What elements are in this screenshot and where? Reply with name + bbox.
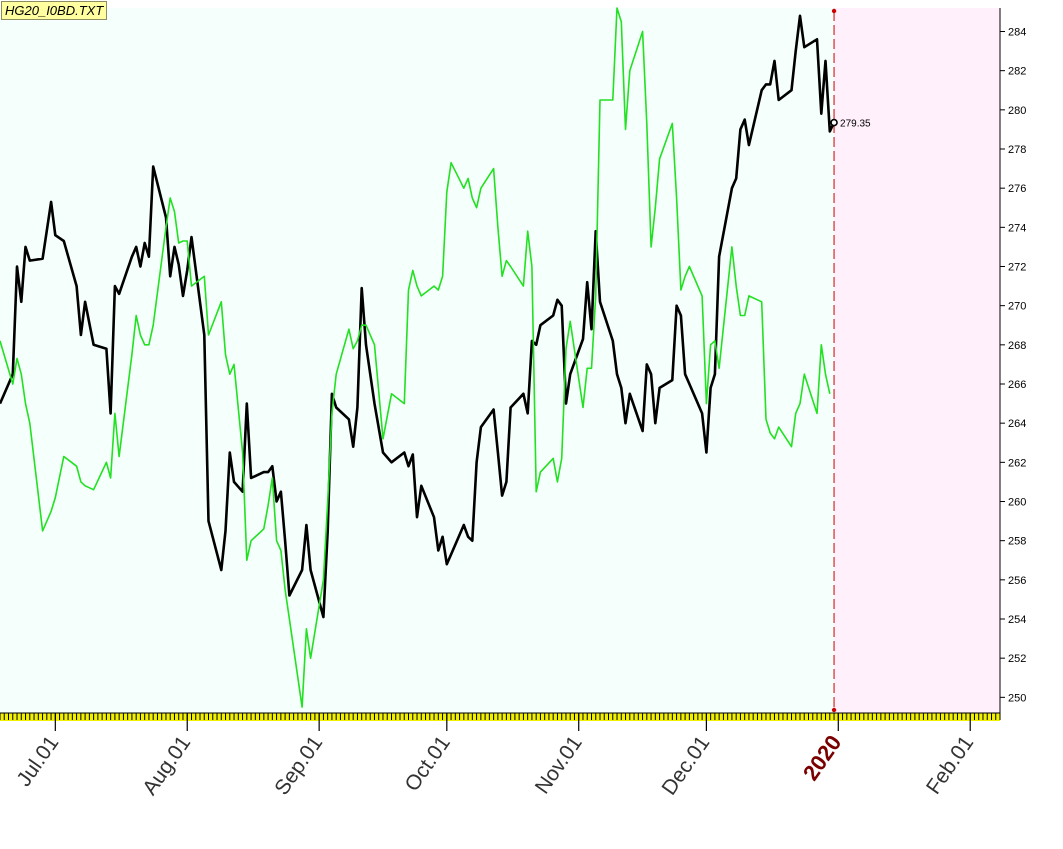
x-tick-label: Oct.01 [401,732,455,796]
y-tick-label: 274 [1008,222,1026,234]
y-tick-label: 278 [1008,144,1026,156]
x-tick-label: Aug.01 [138,732,195,800]
y-tick-label: 256 [1008,575,1026,587]
y-tick-label: 266 [1008,379,1026,391]
x-tick-label: Sep.01 [270,732,327,800]
y-tick-label: 262 [1008,457,1026,469]
y-tick-label: 254 [1008,614,1026,626]
series-lines [0,7,836,708]
x-tick-label: Dec.01 [657,732,714,800]
y-tick-label: 250 [1008,692,1026,704]
y-axis-ticks: 250 252 254 256 258 260 262 264 266 268 270 272 274 2… [1000,27,1026,704]
series-primary-line [0,14,836,619]
y-tick-label: 268 [1008,340,1026,352]
x-tick-label: Nov.01 [531,732,587,798]
y-tick-label: 264 [1008,418,1026,430]
x-tick-label: Jul.01 [12,732,63,791]
series-secondary-line [0,7,831,708]
y-tick-label: 272 [1008,262,1026,274]
y-tick-label: 276 [1008,183,1026,195]
ruler-strip [0,713,1000,721]
y-tick-label: 282 [1008,66,1026,78]
x-axis-ruler [0,712,1001,721]
y-tick-label: 260 [1008,497,1026,509]
x-axis-labels: Jul.01 Aug.01 Sep.01 Oct.01 Nov.01 Dec.01 2020… [12,713,978,799]
file-name-label: HG20_I0BD.TXT [1,1,108,20]
y-tick-label: 270 [1008,301,1026,313]
last-bar-marker-bottom [831,707,837,713]
y-tick-label: 258 [1008,536,1026,548]
last-value-marker [830,118,838,127]
last-bar-marker-top [831,8,837,14]
y-tick-label: 252 [1008,653,1026,665]
x-tick-label: 2020 [798,731,847,785]
future-region-background [834,8,1000,713]
last-value-label: 279.35 [840,119,871,130]
x-tick-label: Feb.01 [922,732,978,799]
y-tick-label: 280 [1008,105,1026,117]
y-tick-label: 284 [1008,27,1026,39]
